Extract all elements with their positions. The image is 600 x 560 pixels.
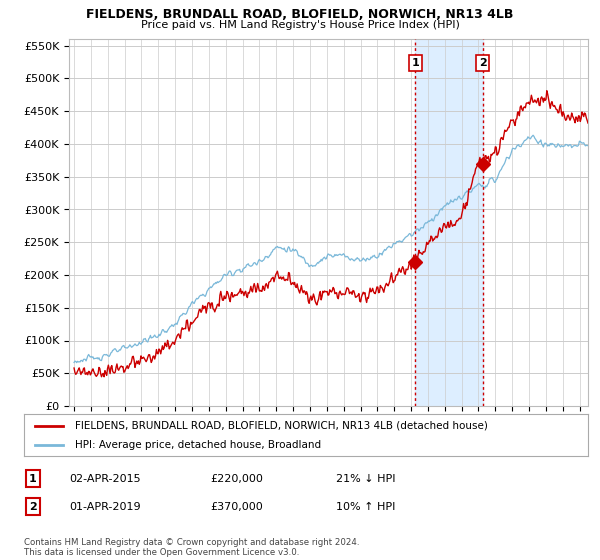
Text: £220,000: £220,000 (210, 474, 263, 484)
Text: Price paid vs. HM Land Registry's House Price Index (HPI): Price paid vs. HM Land Registry's House … (140, 20, 460, 30)
Bar (415, 39, 482, 406)
Text: 2: 2 (479, 58, 487, 68)
Text: FIELDENS, BRUNDALL ROAD, BLOFIELD, NORWICH, NR13 4LB (detached house): FIELDENS, BRUNDALL ROAD, BLOFIELD, NORWI… (75, 421, 488, 431)
Text: £370,000: £370,000 (210, 502, 263, 512)
Text: HPI: Average price, detached house, Broadland: HPI: Average price, detached house, Broa… (75, 440, 321, 450)
Text: 2: 2 (29, 502, 37, 512)
Text: 02-APR-2015: 02-APR-2015 (69, 474, 140, 484)
Text: 1: 1 (412, 58, 419, 68)
Text: 1: 1 (29, 474, 37, 484)
Text: 10% ↑ HPI: 10% ↑ HPI (336, 502, 395, 512)
Text: 01-APR-2019: 01-APR-2019 (69, 502, 140, 512)
Text: FIELDENS, BRUNDALL ROAD, BLOFIELD, NORWICH, NR13 4LB: FIELDENS, BRUNDALL ROAD, BLOFIELD, NORWI… (86, 8, 514, 21)
Text: 21% ↓ HPI: 21% ↓ HPI (336, 474, 395, 484)
Text: Contains HM Land Registry data © Crown copyright and database right 2024.
This d: Contains HM Land Registry data © Crown c… (24, 538, 359, 557)
